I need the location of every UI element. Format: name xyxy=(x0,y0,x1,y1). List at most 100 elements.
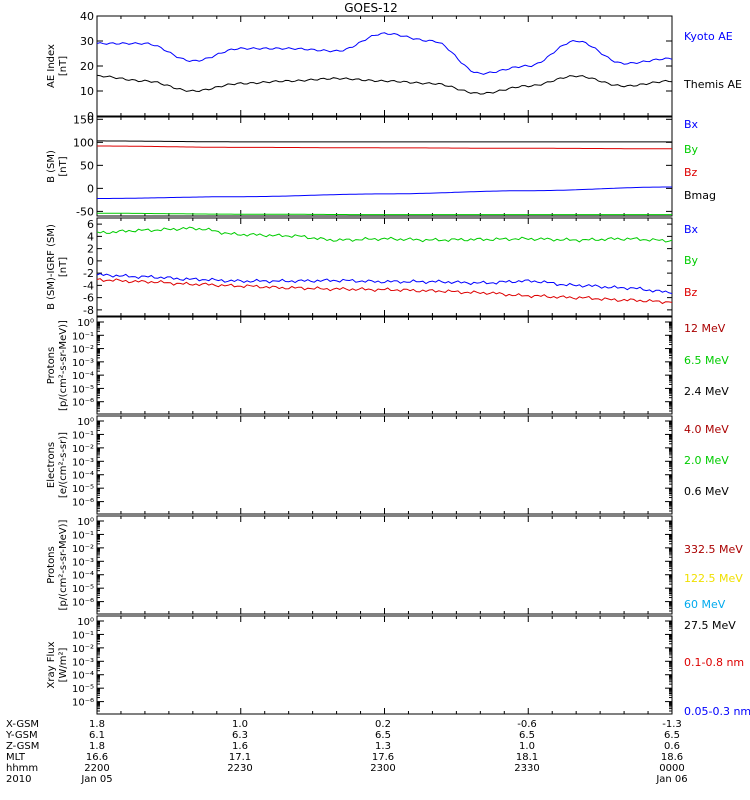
y-tick-label: -2 xyxy=(83,267,94,280)
legend-item: Bx xyxy=(684,118,699,131)
footer-row-label: 2010 xyxy=(6,774,31,785)
y-tick-label: 6 xyxy=(87,218,94,231)
footer-value: Jan 06 xyxy=(655,774,687,785)
legend-item: Bmag xyxy=(684,189,716,202)
legend-item: By xyxy=(684,143,699,156)
y-tick-label: 10⁰ xyxy=(77,617,94,628)
y-tick-label: -8 xyxy=(83,304,94,317)
panel-4: Protons [p/(cm²-s-sr-MeV)] 10⁰ 10⁻¹ 10⁻² 10⁻³… xyxy=(46,316,729,415)
footer-row-label: Z-GSM xyxy=(6,741,39,752)
y-tick-label: 10⁻² xyxy=(72,544,94,555)
footer-value: 0.6 xyxy=(664,741,680,752)
footer-row-label: Y-GSM xyxy=(5,730,38,741)
y-tick-label: 10⁻³ xyxy=(72,358,94,369)
legend-item: Kyoto AE xyxy=(684,30,733,43)
legend-item: Themis AE xyxy=(683,78,742,91)
y-tick-label: -4 xyxy=(83,279,94,292)
series-line-by xyxy=(96,226,673,243)
footer-value: -1.3 xyxy=(662,719,682,730)
footer-value: 18.6 xyxy=(661,752,683,763)
series-line-by xyxy=(97,212,672,216)
series-line-bz xyxy=(97,145,672,150)
footer-value: 2330 xyxy=(514,763,539,774)
footer-value: 16.6 xyxy=(86,752,108,763)
series-line-bz xyxy=(96,278,673,305)
footer-value: 1.6 xyxy=(232,741,248,752)
y-tick-label: 10⁻⁶ xyxy=(72,498,94,509)
panel-6: Protons [p/(cm²-s-sr-MeV)] 10⁰ 10⁻¹ 10⁻² 10⁻³… xyxy=(46,515,743,632)
legend-item: 4.0 MeV xyxy=(684,423,729,436)
legend-item: By xyxy=(684,254,699,267)
panel-2: B (SM) [nT] 150 100 50 0 -50 Bx By Bz Bmag xyxy=(46,113,716,218)
y-tick-label: 150 xyxy=(73,113,94,126)
legend-item: 122.5 MeV xyxy=(684,572,743,585)
y-tick-label: 0 xyxy=(87,182,94,195)
y-tick-label: 50 xyxy=(80,159,94,172)
legend-item: 0.1-0.8 nm xyxy=(684,656,744,669)
y-tick-label: 40 xyxy=(80,10,94,23)
y-tick-label: 30 xyxy=(80,35,94,48)
legend-item: 6.5 MeV xyxy=(684,354,729,367)
y-tick-label: 10⁻¹ xyxy=(72,430,94,441)
y-tick-label: 10⁻⁶ xyxy=(72,698,94,709)
y-tick-label: 10⁰ xyxy=(77,517,94,528)
footer-value: -0.6 xyxy=(517,719,537,730)
footer-value: 18.1 xyxy=(516,752,538,763)
footer-value: 1.8 xyxy=(89,741,105,752)
footer-value: 2200 xyxy=(84,763,109,774)
y-tick-label: 100 xyxy=(73,136,94,149)
legend-item: 60 MeV xyxy=(684,598,726,611)
y-axis-unit: [nT] xyxy=(58,56,69,76)
y-tick-label: 10⁻⁵ xyxy=(72,384,94,395)
plot-frame xyxy=(96,615,673,715)
footer-value: Jan 05 xyxy=(80,774,112,785)
footer-value: 1.3 xyxy=(375,741,391,752)
footer-value: 0000 xyxy=(659,763,684,774)
series-line-bx xyxy=(96,273,673,294)
footer-value: 1.0 xyxy=(232,719,248,730)
y-tick-label: -6 xyxy=(83,292,94,305)
series-line-bx xyxy=(97,186,672,199)
footer-value: 6.5 xyxy=(519,730,535,741)
y-tick-label: 10⁻¹ xyxy=(72,530,94,541)
y-tick-label: 10⁻⁵ xyxy=(72,584,94,595)
y-tick-label: 10⁻³ xyxy=(72,657,94,668)
legend-item: Bz xyxy=(684,286,698,299)
plot-title: GOES-12 xyxy=(344,1,398,15)
plot-frame xyxy=(96,116,673,217)
y-tick-label: 10⁰ xyxy=(77,417,94,428)
y-tick-label: 10⁻³ xyxy=(72,557,94,568)
y-tick-label: 10⁻² xyxy=(72,644,94,655)
plot-frame xyxy=(96,515,673,615)
y-axis-title: Protons xyxy=(46,546,57,583)
footer-value: 17.6 xyxy=(372,752,394,763)
footer-row-label: X-GSM xyxy=(6,719,39,730)
panel-5: Electrons [e/(cm²-s-sr)] 10⁰ 10⁻¹ 10⁻² 10⁻³ 10… xyxy=(46,415,729,515)
y-axis-title: B (SM) xyxy=(46,150,57,183)
y-axis-title: Electrons xyxy=(46,442,57,488)
y-tick-label: 10⁻⁶ xyxy=(72,598,94,609)
legend-item: 27.5 MeV xyxy=(684,619,736,632)
y-axis-unit: [nT] xyxy=(58,156,69,176)
legend-item: Bx xyxy=(684,223,699,236)
footer-row-label: hhmm xyxy=(6,763,38,774)
y-tick-label: 10⁻³ xyxy=(72,457,94,468)
legend-item: 332.5 MeV xyxy=(684,543,743,556)
series-line-bmag xyxy=(97,140,672,143)
y-axis-unit: [W/m²] xyxy=(58,647,69,682)
y-tick-label: 10⁻⁵ xyxy=(72,484,94,495)
footer-value: 6.5 xyxy=(375,730,391,741)
series-line-kyoto-ae xyxy=(96,32,673,75)
y-tick-label: 0 xyxy=(87,110,94,123)
footer-value: 2230 xyxy=(227,763,252,774)
y-tick-label: 2 xyxy=(87,243,94,256)
legend-item: 2.0 MeV xyxy=(684,454,729,467)
y-axis-title: B (SM)-IGRF (SM) xyxy=(46,224,57,310)
y-tick-label: 10 xyxy=(80,85,94,98)
legend-item: Bz xyxy=(684,166,698,179)
legend-item: 0.05-0.3 nm xyxy=(684,705,750,718)
series-line-themis-ae xyxy=(96,74,673,95)
footer-value: 1.8 xyxy=(89,719,105,730)
panel-1: AE Index [nT] 40 30 20 10 0 Kyoto AE Themis AE xyxy=(46,10,742,123)
